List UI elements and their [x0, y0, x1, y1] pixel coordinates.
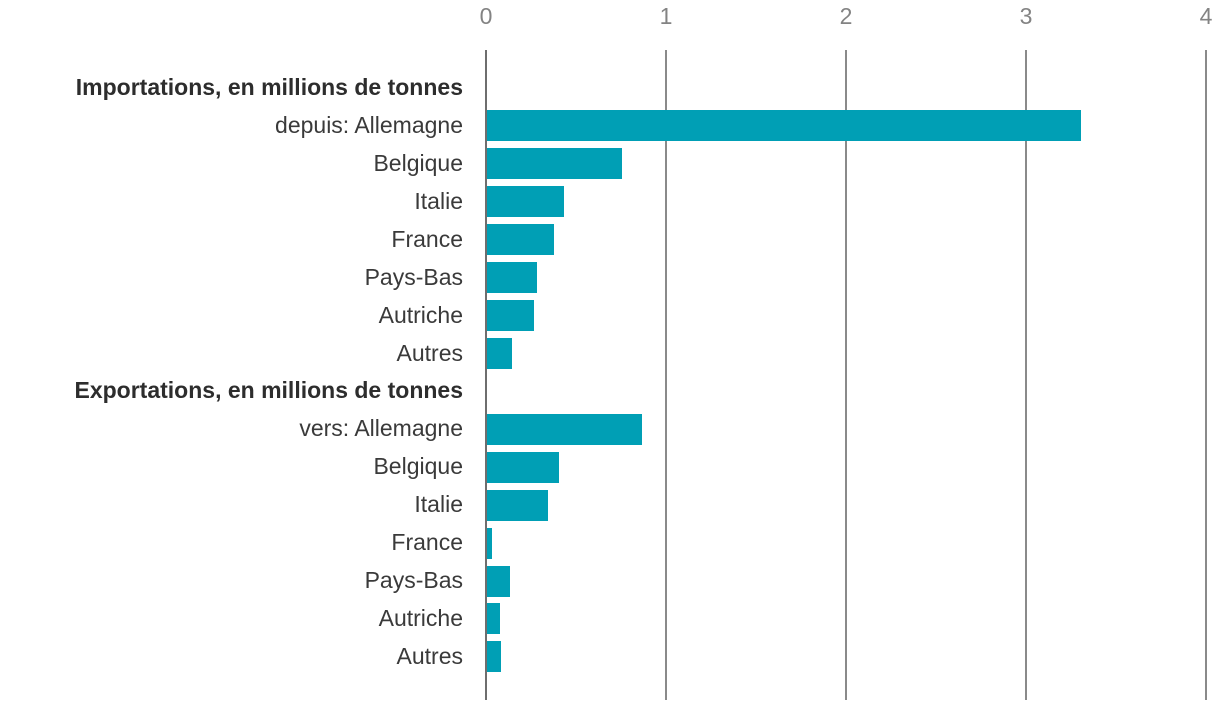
bar	[487, 641, 502, 673]
bar	[487, 110, 1081, 142]
bar	[487, 337, 513, 369]
bar	[487, 300, 534, 332]
gridline	[845, 50, 847, 700]
row-label: vers: Allemagne	[299, 415, 463, 442]
axis-tick-label: 0	[479, 3, 493, 29]
row-label: Autriche	[378, 605, 463, 632]
bar	[487, 413, 642, 445]
axis-zero-line	[485, 50, 487, 700]
row-label: depuis: Allemagne	[275, 111, 463, 138]
bar	[487, 451, 559, 483]
bar	[487, 262, 538, 294]
gridline	[665, 50, 667, 700]
bar	[487, 224, 554, 256]
bar	[487, 527, 493, 559]
bar	[487, 186, 565, 218]
row-label: Pays-Bas	[364, 263, 463, 290]
row-label: Autres	[396, 642, 463, 669]
axis-tick-label: 2	[839, 3, 853, 29]
section-header: Importations, en millions de tonnes	[75, 74, 463, 100]
bar	[487, 148, 622, 180]
gridline	[1205, 50, 1207, 700]
bar	[487, 565, 511, 597]
section-header: Exportations, en millions de tonnes	[74, 377, 464, 404]
row-label: Belgique	[373, 453, 463, 480]
row-label: France	[391, 225, 463, 252]
bar	[487, 489, 549, 521]
bar	[487, 603, 500, 635]
row-label: France	[391, 529, 463, 556]
gridline	[1025, 50, 1027, 700]
row-label: Autres	[396, 339, 463, 366]
axis-tick-label: 1	[659, 3, 673, 29]
row-label: Italie	[414, 187, 463, 214]
axis-tick-label: 3	[1019, 3, 1033, 29]
row-label: Autriche	[378, 301, 463, 328]
row-label: Belgique	[373, 149, 463, 176]
row-label: Pays-Bas	[364, 567, 463, 594]
row-label: Italie	[414, 491, 463, 518]
axis-tick-label: 4	[1199, 3, 1213, 29]
